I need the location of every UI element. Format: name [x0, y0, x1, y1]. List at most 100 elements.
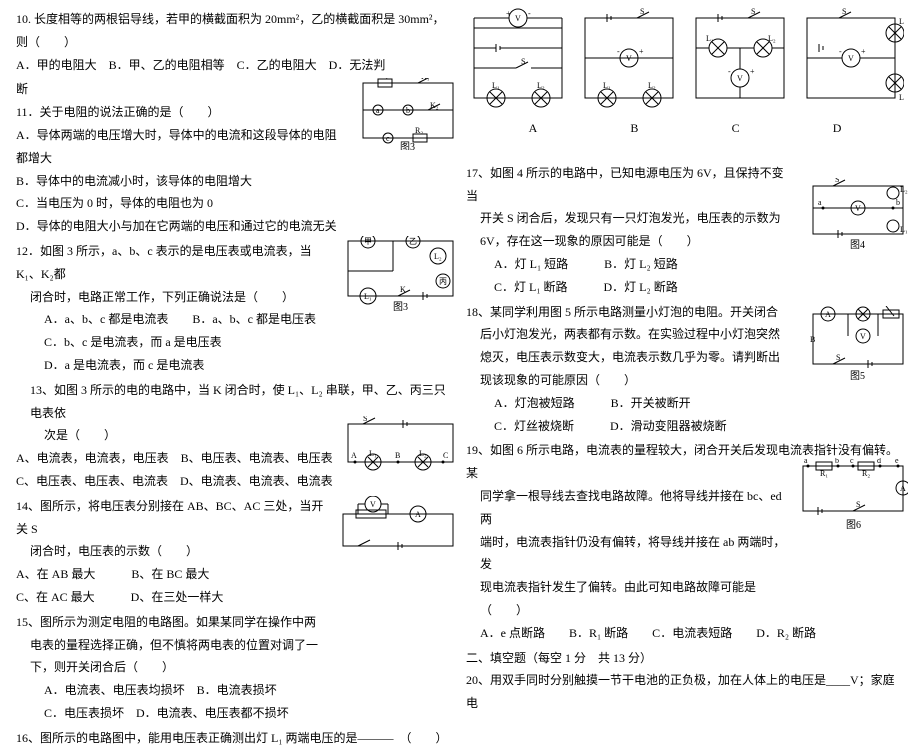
svg-text:丙: 丙 — [439, 277, 447, 286]
svg-text:B: B — [395, 451, 400, 460]
q11-b: B．导体中的电流减小时，该导体的电阻增大 — [16, 170, 344, 193]
q14-l2: 闭合时，电压表的示数（ ） — [16, 540, 334, 563]
svg-text:V: V — [626, 54, 632, 63]
svg-text:L₂: L₂ — [434, 252, 442, 261]
svg-text:+: + — [750, 67, 755, 76]
svg-text:S: S — [835, 178, 839, 184]
circuit-options-row: V +- S L₁ L₂ S V -+ L₁ L₂ S L₁ L₂ — [466, 8, 904, 113]
q15-l2: 电表的量程选择正确，但不慎将两电表的位置对调了一 — [16, 634, 334, 657]
svg-text:V: V — [737, 74, 743, 83]
q12-l2: 闭合时，电路正常工作，下列正确说法是（ ） — [16, 286, 334, 309]
svg-text:L₁: L₁ — [900, 225, 908, 234]
svg-text:+: + — [639, 47, 644, 56]
svg-text:e: e — [895, 458, 899, 465]
svg-text:R₂: R₂ — [862, 469, 870, 478]
fig3a-label: 图3 — [400, 141, 415, 150]
q12-text: 12．如图 3 所示，a、b、c 表示的是电压表或电流表，当 K₁、K₂都 — [16, 240, 334, 286]
q10-opts: A．甲的电阻大 B．甲、乙的电阻相等 C．乙的电阻大 D．无法判 — [16, 54, 454, 77]
svg-text:A: A — [900, 484, 906, 493]
q20: 20、用双手同时分别触摸一节干电池的正负极，加在人体上的电压是____V；家庭电 — [466, 669, 904, 715]
q15-a: A．电流表、电压表均损坏 B．电流表损坏 — [16, 679, 334, 702]
q12-d: D．a 是电流表，而 c 是电流表 — [16, 354, 334, 377]
svg-text:+: + — [861, 47, 866, 56]
q18-l2: 后小灯泡发光，两表都有示数。在实验过程中小灯泡突然 — [466, 323, 794, 346]
svg-text:d: d — [877, 458, 881, 465]
svg-text:L₂: L₂ — [648, 81, 656, 90]
svg-text:c: c — [850, 458, 854, 465]
svg-text:b: b — [896, 198, 900, 207]
circuit-option-a: V +- S L₁ L₂ — [466, 8, 571, 113]
svg-text:K₁: K₁ — [421, 78, 430, 81]
fig15-diagram: V A — [338, 496, 458, 554]
svg-text:c: c — [386, 134, 390, 143]
svg-text:+: + — [506, 9, 511, 18]
svg-text:A: A — [415, 510, 421, 519]
fig3a-diagram: R₁ K₁ a b K₂ c R₂ 图3 — [358, 78, 458, 150]
svg-text:乙: 乙 — [409, 237, 417, 246]
svg-text:L₁: L₁ — [603, 81, 611, 90]
svg-text:V: V — [370, 500, 376, 509]
svg-text:B: B — [810, 335, 815, 344]
svg-text:V: V — [860, 332, 866, 341]
opt-b-label: B — [630, 117, 638, 140]
q15: 15、图所示为测定电阻的电路图。如果某同学在操作中两 电表的量程选择正确，但不慎… — [16, 611, 454, 725]
circuit-option-d: S L₂ V -+ L₁ — [799, 8, 904, 113]
svg-text:V: V — [855, 204, 861, 213]
q10: 10. 长度相等的两根铝导线，若甲的横截面积为 20mm²，乙的横截面积是 30… — [16, 8, 454, 76]
q15-l3: 下，则开关闭合后（ ） — [16, 656, 334, 679]
q11-c: C．当电压为 0 时，导体的电阻也为 0 — [16, 192, 344, 215]
q17-a: A．灯 L₁ 短路 B．灯 L₂ 短路 — [466, 253, 794, 276]
svg-text:K: K — [400, 285, 406, 294]
svg-text:甲: 甲 — [364, 237, 372, 246]
svg-text:L₁: L₁ — [369, 449, 377, 458]
svg-text:R₁: R₁ — [380, 78, 388, 79]
circuit-option-b: S V -+ L₁ L₂ — [577, 8, 682, 113]
svg-text:a: a — [818, 198, 822, 207]
svg-text:R₁: R₁ — [820, 469, 828, 478]
svg-text:S: S — [363, 416, 367, 423]
q19-a: A．e 点断路 B．R₁ 断路 C．电流表短路 D．R₂ 断路 — [466, 622, 904, 645]
circuit-option-c: S L₁ L₂ V - + — [688, 8, 793, 113]
svg-text:-: - — [728, 67, 731, 76]
q19-l3: 端时，电流表指针仍没有偏转，将导线并接在 ab 两端时，发 — [466, 531, 904, 577]
svg-text:S: S — [842, 8, 846, 16]
svg-text:b: b — [835, 458, 839, 465]
svg-text:a: a — [804, 458, 808, 465]
q13-c: C、电压表、电压表、电流表 D、电流表、电流表、电流表 — [16, 470, 454, 493]
svg-text:L₂: L₂ — [900, 185, 908, 194]
svg-text:S: S — [836, 353, 840, 362]
svg-text:L₁: L₁ — [706, 34, 714, 43]
svg-text:b: b — [406, 106, 410, 115]
svg-text:S: S — [521, 57, 525, 66]
q14-text: 14、图所示，将电压表分别接在 AB、BC、AC 三处，当开关 S — [16, 495, 334, 541]
circuit-option-labels: A B C D — [466, 117, 904, 140]
fig3b-label: 图3 — [393, 301, 408, 311]
fig3b-diagram: 甲 乙 L₂ 丙 L₁ K 图3 — [343, 236, 458, 311]
svg-text:a: a — [376, 106, 380, 115]
svg-text:S: S — [640, 8, 644, 16]
svg-text:L₂: L₂ — [419, 449, 427, 458]
svg-text:C: C — [443, 451, 448, 460]
svg-text:K₂: K₂ — [430, 101, 439, 110]
svg-text:L₁: L₁ — [492, 81, 500, 90]
fig6-diagram: a R₁ b c R₂ d e A S 图6 — [798, 458, 908, 530]
svg-text:V: V — [848, 54, 854, 63]
q11-text: 11．关于电阻的说法正确的是（ ） — [16, 101, 344, 124]
svg-text:S: S — [856, 500, 860, 509]
opt-c-label: C — [732, 117, 740, 140]
svg-text:L₂: L₂ — [768, 34, 776, 43]
q14-c: C、在 AC 最大 D、在三处一样大 — [16, 586, 334, 609]
q17-l3: 6V，存在这一现象的原因可能是（ ） — [466, 230, 794, 253]
q18-text: 18、某同学利用图 5 所示电路测量小灯泡的电阻。开关闭合 — [466, 301, 794, 324]
svg-text:S: S — [751, 8, 755, 16]
svg-text:L₁: L₁ — [364, 292, 372, 301]
q18-l3: 熄灭，电压表示数变大，电流表示数几乎为零。请判断出 — [466, 346, 794, 369]
q18-a: A．灯泡被短路 B．开关被断开 — [466, 392, 794, 415]
q17-text: 17、如图 4 所示的电路中，已知电源电压为 6V，且保持不变当 — [466, 162, 794, 208]
svg-text:L₂: L₂ — [537, 81, 545, 90]
right-column: V +- S L₁ L₂ S V -+ L₁ L₂ S L₁ L₂ — [460, 8, 910, 642]
q18-c: C．灯丝被烧断 D．滑动变阻器被烧断 — [466, 415, 794, 438]
q17-l2: 开关 S 闭合后，发现只有一只灯泡发光，电压表的示数为 — [466, 207, 794, 230]
q11-d: D．导体的电阻大小与加在它两端的电压和通过它的电流无关 — [16, 215, 344, 238]
fig4-label: 图4 — [850, 239, 865, 250]
